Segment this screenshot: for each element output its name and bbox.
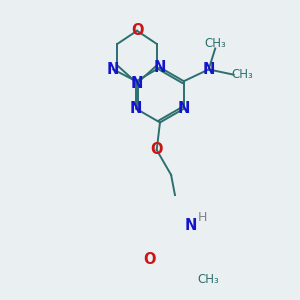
Text: N: N: [131, 76, 143, 91]
Text: CH₃: CH₃: [198, 272, 219, 286]
Text: O: O: [143, 252, 156, 267]
Text: N: N: [130, 101, 142, 116]
Text: N: N: [184, 218, 197, 233]
Text: CH₃: CH₃: [204, 37, 226, 50]
Text: H: H: [198, 211, 207, 224]
Text: N: N: [154, 60, 166, 75]
Text: CH₃: CH₃: [232, 68, 254, 81]
Text: N: N: [107, 62, 119, 77]
Text: O: O: [131, 23, 143, 38]
Text: N: N: [178, 101, 190, 116]
Text: N: N: [202, 62, 215, 77]
Text: O: O: [150, 142, 163, 158]
